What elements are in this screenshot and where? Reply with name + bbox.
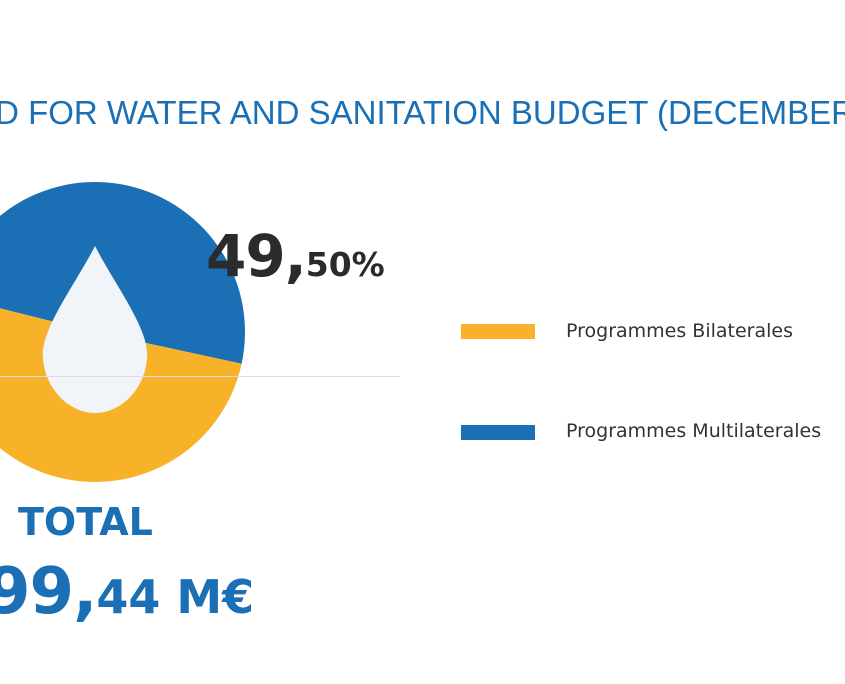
data-label-integer: 49,: [206, 222, 307, 290]
legend-swatch-multilateral: [461, 425, 535, 440]
water-drop-icon: [42, 246, 148, 413]
legend-swatch-bilateral: [461, 324, 535, 339]
data-label-fraction: 50%: [305, 245, 385, 284]
legend-item-bilateral: Programmes Bilaterales: [453, 300, 845, 366]
total-value-integer: 99,: [0, 555, 97, 629]
total-value: 99,44 M€: [0, 555, 254, 629]
legend-label-multilateral: Programmes Multilaterales: [566, 420, 822, 442]
title-container: D FOR WATER AND SANITATION BUDGET (DECEM…: [0, 90, 845, 140]
legend-label-bilateral: Programmes Bilaterales: [566, 320, 793, 342]
total-label: TOTAL: [18, 500, 153, 544]
legend-item-multilateral: Programmes Multilaterales: [453, 420, 845, 492]
legend: Programmes Bilaterales Programmes Multil…: [453, 300, 845, 442]
total-value-fraction: 44 M€: [96, 570, 255, 624]
multilateral-data-label: 49,50%: [206, 222, 385, 290]
chart-title: D FOR WATER AND SANITATION BUDGET (DECEM…: [0, 94, 845, 131]
legend-divider: [0, 376, 400, 377]
